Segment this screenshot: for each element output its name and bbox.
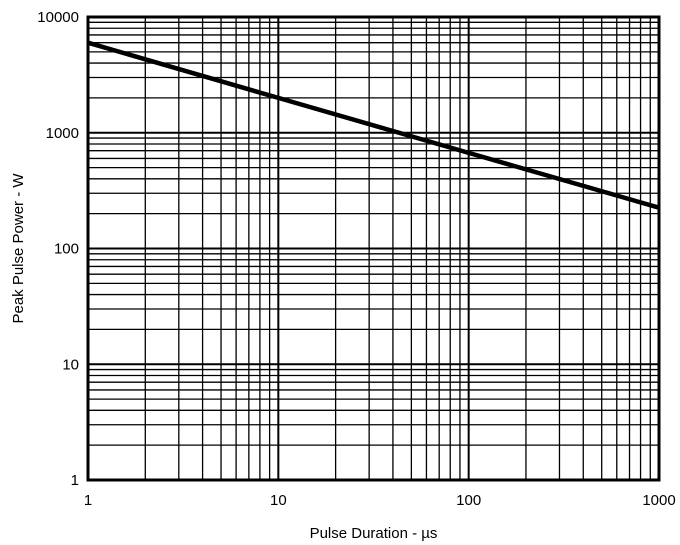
grid (87, 17, 659, 481)
x-tick-label: 100 (456, 492, 481, 509)
plot-frame (86, 15, 661, 482)
y-tick-label: 100 (54, 241, 79, 258)
series-line (87, 40, 660, 210)
y-tick-label: 1000 (46, 125, 79, 142)
y-tick-label: 10000 (37, 9, 79, 26)
x-tick-label: 1000 (642, 492, 675, 509)
x-tick-label: 1 (84, 492, 92, 509)
y-tick-label: 1 (71, 472, 79, 489)
y-tick-label: 10 (62, 356, 79, 373)
x-tick-label: 10 (270, 492, 287, 509)
x-axis-label: Pulse Duration - µs (310, 525, 438, 542)
x-tick-labels: 1 10 100 1000 (84, 492, 676, 509)
y-axis-label: Peak Pulse Power - W (10, 173, 27, 324)
series-layer (87, 40, 660, 210)
y-tick-labels: 1 10 100 1000 10000 (37, 9, 79, 489)
